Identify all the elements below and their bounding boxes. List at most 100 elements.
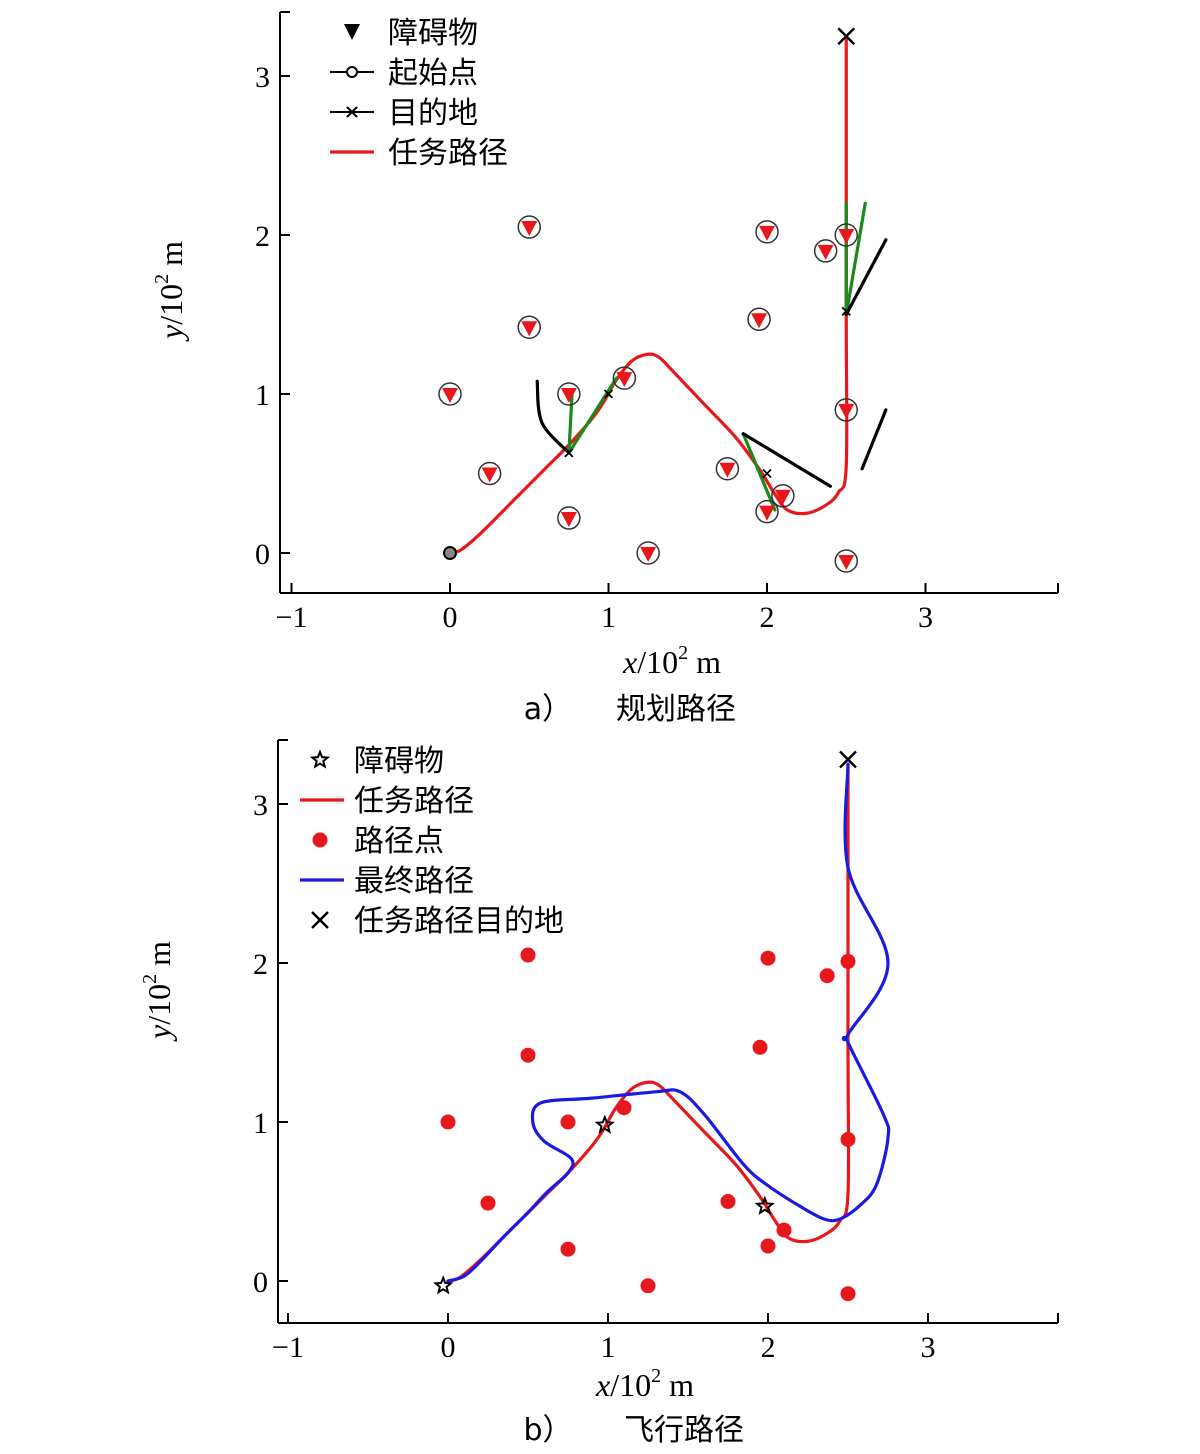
chart-a-x-tick-label: 1 <box>601 601 616 634</box>
chart-b-legend-swatch <box>309 749 331 769</box>
chart-b-series <box>433 750 891 1302</box>
chart-b-series-3-line <box>446 762 891 1283</box>
chart-a-axes <box>279 11 1059 594</box>
chart-a-series-0-point-ring <box>715 456 740 481</box>
chart-a-series-0-point <box>560 512 577 528</box>
chart-b-series-2-point <box>840 953 856 969</box>
chart-a-series-0-point-ring <box>438 382 462 406</box>
chart-a-series-0-point-ring <box>557 506 581 530</box>
chart-a-legend-swatch <box>346 106 358 118</box>
chart-b-series-2-point <box>616 1100 632 1116</box>
chart-b-series-2-point <box>776 1222 792 1238</box>
chart-a-series <box>438 27 888 573</box>
chart-a-series-0-point <box>751 313 768 329</box>
chart-a-series-0-point-ring <box>755 220 779 244</box>
chart-a-y-tick-label: 3 <box>255 61 270 94</box>
chart-a-series-0-point <box>759 505 775 521</box>
chart-b-legend-swatch <box>312 832 328 848</box>
chart-a-series-6-point <box>762 468 772 479</box>
chart-a-series-0-point-ring <box>636 541 660 565</box>
chart-a-series-3-line <box>448 34 849 555</box>
chart-b-y-tick-label: 0 <box>253 1266 268 1299</box>
chart-b-series-0-point <box>594 1114 615 1134</box>
chart-b-series-2-point <box>520 947 536 963</box>
chart-b-series-2-point <box>560 1241 576 1257</box>
chart-b-caption-letter: b） <box>523 1413 572 1448</box>
chart-b-legend-label: 路径点 <box>354 824 444 859</box>
chart-b-y-axis-label: y/102 m <box>139 941 177 1042</box>
chart-a-series-0-point <box>442 388 458 403</box>
chart-a-series-0-point <box>521 221 538 237</box>
chart-a-series-5-segment <box>535 379 571 455</box>
chart-b-series-4-point <box>839 750 857 769</box>
chart-b-series-2-point <box>840 1131 856 1147</box>
chart-b-y-tick-label: 3 <box>253 789 268 822</box>
chart-a-legend-swatch <box>346 66 358 78</box>
chart-a-series-0-point <box>481 467 498 483</box>
chart-a-series-0-point <box>719 462 736 478</box>
chart-b-legend-label: 最终路径 <box>354 864 474 899</box>
chart-a-series-0-point-ring <box>755 499 779 524</box>
chart-a-series-2-point <box>837 27 856 46</box>
chart-a-series-0-point-ring <box>612 366 637 390</box>
chart-b-series-0-point <box>754 1195 775 1215</box>
chart-a-series-6-point <box>564 448 574 458</box>
chart-b-y-tick-label: 1 <box>253 1107 268 1140</box>
chart-a-legend-label: 目的地 <box>388 96 478 131</box>
chart-a-series-0-point <box>817 244 834 260</box>
chart-b-series-2-point <box>760 1238 776 1254</box>
chart-b-x-tick-label: 0 <box>441 1331 456 1364</box>
chart-a-series-0-point-ring <box>557 382 581 406</box>
chart-a-series-0-point <box>560 388 577 403</box>
chart-b-series-2-point <box>752 1039 768 1055</box>
chart-a-y-tick-label: 2 <box>255 220 270 253</box>
chart-a-series-4-segment <box>567 376 619 455</box>
chart-a-series-5-segment <box>860 408 888 471</box>
chart-a-series-4-segment <box>844 201 867 317</box>
chart-a-series-0-point <box>838 403 855 419</box>
chart-a-series-0-point-ring <box>834 398 858 422</box>
chart-a-legend-label: 任务路径 <box>388 136 508 171</box>
chart-b-legend-label: 障碍物 <box>354 744 444 779</box>
chart-b-series-2-point <box>520 1047 536 1063</box>
chart-a-x-axis-label: x/102 m <box>622 642 721 680</box>
chart-a-series-0-point <box>759 225 775 241</box>
chart-a-series-0-point <box>616 372 633 388</box>
chart-a-series-0-point <box>521 321 538 337</box>
chart-a-y-tick-label: 0 <box>255 538 270 571</box>
chart-a-series-0-point-ring <box>477 461 502 486</box>
chart-a-caption: 规划路径 <box>616 692 736 727</box>
chart-b-series-2-point <box>560 1114 576 1130</box>
chart-b-legend-label: 任务路径 <box>354 784 474 819</box>
chart-a-x-tick-label: 3 <box>918 601 933 634</box>
chart-b-axes <box>277 739 1059 1324</box>
chart-a-series-0-point-ring <box>747 307 771 332</box>
chart-a-series-1-point <box>443 546 457 560</box>
chart-a-series-0-point-ring <box>517 315 541 339</box>
chart-a-series-6-point <box>841 306 851 316</box>
chart-a-legend-label: 起始点 <box>388 56 478 91</box>
chart-b-x-tick-label: 3 <box>921 1331 936 1364</box>
chart-a-series-4-segment <box>741 432 777 512</box>
chart-b-series-2-point <box>480 1195 496 1211</box>
chart-b-series-2-point <box>819 968 835 984</box>
chart-a-legend-label: 障碍物 <box>388 16 478 51</box>
chart-b-series-2-point <box>840 1286 856 1302</box>
chart-a-y-tick-label: 1 <box>255 379 270 412</box>
chart-b-series-2-point <box>760 950 776 966</box>
chart-b-x-tick-label: −1 <box>272 1331 304 1364</box>
chart-b-series-2-point <box>720 1194 736 1209</box>
chart-b-y-tick-label: 2 <box>253 948 268 981</box>
chart-b-series-2-point <box>640 1278 656 1294</box>
chart-a-y-axis-label: y/102 m <box>151 241 189 342</box>
chart-b-series-1-line <box>446 762 851 1283</box>
chart-a-series-0-point <box>774 489 791 505</box>
chart-a-series-0-point <box>838 229 855 244</box>
chart-b-series-0-point <box>433 1275 454 1295</box>
